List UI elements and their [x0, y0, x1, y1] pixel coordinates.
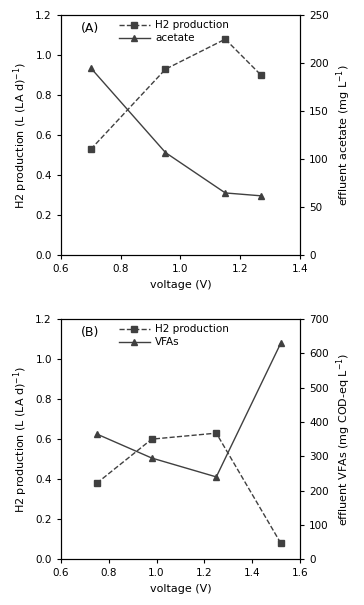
Y-axis label: effluent VFAs (mg COD-eq L$^{-1}$): effluent VFAs (mg COD-eq L$^{-1}$) [334, 353, 353, 526]
H2 production [214, 430, 218, 437]
acetate [163, 149, 168, 156]
Legend: H2 production, VFAs: H2 production, VFAs [119, 324, 229, 347]
H2 production [163, 65, 168, 73]
X-axis label: voltage (V): voltage (V) [150, 280, 211, 290]
VFAs [150, 454, 154, 462]
Line: H2 production: H2 production [87, 36, 265, 152]
H2 production [88, 146, 93, 153]
acetate [88, 64, 93, 71]
acetate [223, 189, 228, 197]
acetate [259, 192, 263, 200]
Text: (B): (B) [80, 326, 99, 339]
H2 production [259, 71, 263, 79]
H2 production [150, 436, 154, 443]
H2 production [279, 540, 283, 547]
Y-axis label: effluent acetate (mg L$^{-1}$): effluent acetate (mg L$^{-1}$) [334, 65, 353, 206]
VFAs [214, 473, 218, 480]
VFAs [279, 339, 283, 347]
Line: VFAs: VFAs [93, 339, 284, 480]
Line: H2 production: H2 production [93, 430, 284, 547]
Y-axis label: H2 production (L (LA d)$^{-1}$): H2 production (L (LA d)$^{-1}$) [11, 365, 30, 512]
Y-axis label: H2 production (L (LA d)$^{-1}$): H2 production (L (LA d)$^{-1}$) [11, 62, 30, 209]
H2 production [95, 480, 99, 487]
H2 production [223, 36, 228, 43]
X-axis label: voltage (V): voltage (V) [150, 584, 211, 594]
Text: (A): (A) [80, 22, 99, 35]
VFAs [95, 430, 99, 437]
Line: acetate: acetate [87, 65, 265, 199]
Legend: H2 production, acetate: H2 production, acetate [119, 21, 229, 44]
